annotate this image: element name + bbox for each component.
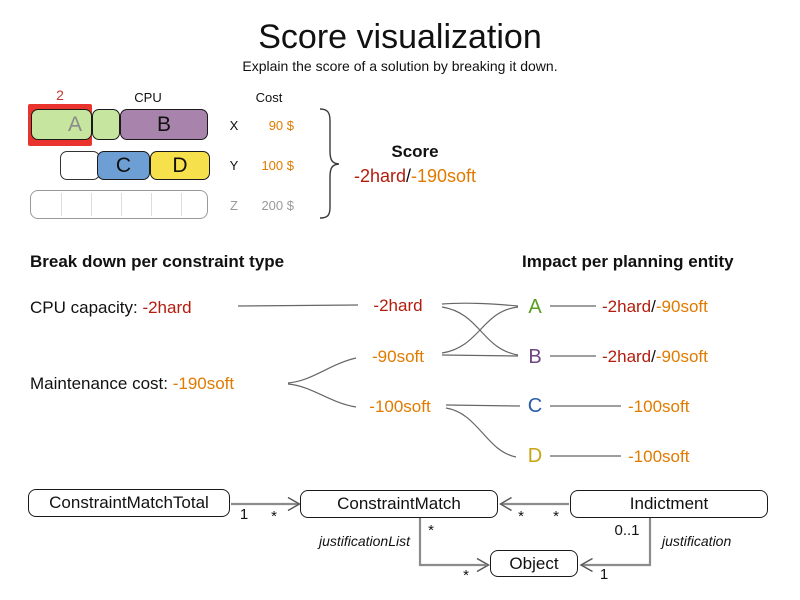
entity-a-label: A bbox=[528, 296, 542, 318]
track-divider bbox=[181, 193, 182, 216]
entity-c-label: C bbox=[527, 395, 543, 417]
multiplicity-cmt-many: * bbox=[271, 508, 277, 525]
machine-z-label: Z bbox=[230, 198, 238, 213]
entity-b-separator: / bbox=[651, 347, 656, 366]
curly-brace-icon bbox=[319, 108, 340, 219]
multiplicity-cmt-one: 1 bbox=[239, 506, 249, 523]
process-block-d-label: D bbox=[172, 153, 188, 177]
total-hard-score: -2hard bbox=[353, 166, 406, 186]
uml-class-constraint-match-total: ConstraintMatchTotal bbox=[28, 489, 230, 517]
machine-x-cost: 90 $ bbox=[268, 118, 294, 133]
multiplicity-ind-zero-one: 0..1 bbox=[614, 522, 640, 539]
entity-b-label: B bbox=[528, 346, 542, 368]
cost-column-header: Cost bbox=[255, 90, 283, 105]
entity-c-impact: -100soft bbox=[628, 397, 690, 416]
multiplicity-obj-many: * bbox=[463, 567, 469, 584]
track-divider bbox=[61, 193, 62, 216]
cpu-capacity-label: CPU capacity: bbox=[30, 298, 143, 317]
entity-a-soft: -90soft bbox=[655, 297, 708, 316]
process-block-b: B bbox=[120, 109, 208, 140]
uml-class-constraint-match-total-label: ConstraintMatchTotal bbox=[49, 493, 209, 512]
entity-a-hard: -2hard bbox=[602, 297, 652, 316]
uml-class-indictment: Indictment bbox=[570, 490, 768, 518]
track-divider bbox=[91, 193, 92, 216]
entity-b-hard: -2hard bbox=[602, 347, 652, 366]
entity-a-separator: / bbox=[651, 297, 656, 316]
idle-capacity-block bbox=[60, 151, 100, 180]
process-block-a: A bbox=[31, 109, 92, 140]
constraint-match-soft-value-90: -90soft bbox=[372, 347, 424, 366]
impact-section-heading: Impact per planning entity bbox=[522, 252, 734, 271]
track-divider bbox=[151, 193, 152, 216]
page-subtitle: Explain the score of a solution by break… bbox=[242, 58, 558, 74]
cpu-capacity-constraint-line: CPU capacity: -2hard bbox=[30, 298, 192, 318]
uml-class-object: Object bbox=[490, 550, 578, 577]
machine-x-label: X bbox=[229, 118, 239, 133]
role-justification-list: justificationList bbox=[318, 533, 410, 549]
process-block-c: C bbox=[97, 151, 150, 180]
cpu-column-header: CPU bbox=[134, 90, 162, 105]
constraint-match-hard-value: -2hard bbox=[373, 296, 423, 315]
page-title: Score visualization bbox=[258, 18, 542, 56]
total-score-value: -2hard/-190soft bbox=[330, 166, 500, 187]
machine-z-empty-track bbox=[30, 190, 208, 219]
process-block-b-label: B bbox=[156, 112, 171, 136]
total-soft-score: -190soft bbox=[411, 166, 477, 186]
machine-z-cost: 200 $ bbox=[261, 198, 294, 213]
maintenance-cost-label: Maintenance cost: bbox=[30, 374, 173, 393]
entity-d-impact: -100soft bbox=[628, 447, 690, 466]
breakdown-connector-lines bbox=[237, 302, 621, 458]
score-separator: / bbox=[405, 166, 411, 186]
uml-class-object-label: Object bbox=[509, 553, 559, 573]
score-heading: Score bbox=[391, 142, 439, 161]
multiplicity-cm-obj-many: * bbox=[428, 522, 434, 539]
process-block-a-label: A bbox=[67, 112, 82, 136]
entity-b-soft: -90soft bbox=[655, 347, 708, 366]
maintenance-cost-constraint-line: Maintenance cost: -190soft bbox=[30, 374, 234, 394]
overload-count-label: 2 bbox=[56, 87, 64, 103]
maintenance-cost-score: -190soft bbox=[172, 374, 235, 393]
machine-y-label: Y bbox=[229, 158, 239, 173]
entity-a-impact: -2hard/-90soft bbox=[602, 297, 708, 317]
process-block-c-label: C bbox=[115, 153, 132, 177]
cpu-capacity-score: -2hard bbox=[142, 298, 192, 317]
constraint-match-soft-value-100: -100soft bbox=[369, 397, 431, 416]
process-block-a-overflow bbox=[92, 109, 120, 140]
entity-b-impact: -2hard/-90soft bbox=[602, 347, 708, 367]
uml-class-constraint-match: ConstraintMatch bbox=[300, 490, 498, 518]
machine-y-cost: 100 $ bbox=[261, 158, 294, 173]
multiplicity-ind-cm-many-left: * bbox=[518, 508, 524, 525]
entity-d-label: D bbox=[527, 445, 543, 467]
track-divider bbox=[121, 193, 122, 216]
uml-class-constraint-match-label: ConstraintMatch bbox=[337, 494, 461, 513]
uml-class-indictment-label: Indictment bbox=[629, 494, 709, 513]
multiplicity-obj-one: 1 bbox=[599, 566, 609, 583]
breakdown-section-heading: Break down per constraint type bbox=[30, 252, 285, 271]
process-block-d: D bbox=[150, 151, 210, 180]
multiplicity-ind-cm-many-right: * bbox=[553, 508, 559, 525]
role-justification: justification bbox=[662, 533, 732, 549]
